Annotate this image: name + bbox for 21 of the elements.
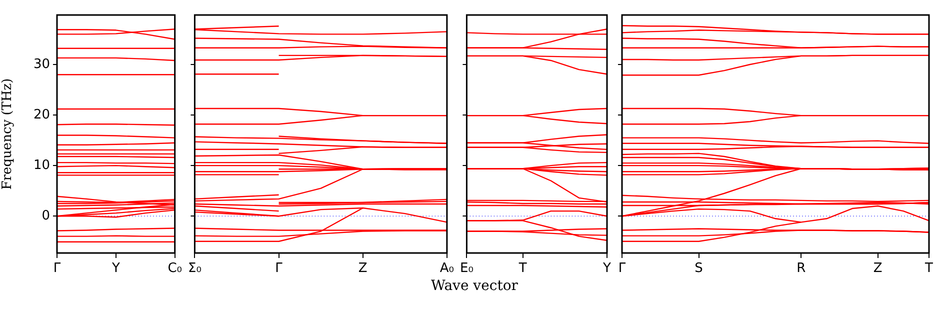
x-tick-label: Γ: [53, 261, 62, 276]
x-tick-label: T: [924, 261, 934, 276]
x-tick-label: Γ: [275, 261, 284, 276]
x-tick-label: Y: [110, 261, 120, 276]
x-tick-label: Σ₀: [188, 261, 202, 276]
x-tick-label: Y: [602, 261, 612, 276]
x-tick-label: A₀: [440, 261, 454, 276]
x-tick-label: Γ: [618, 261, 626, 276]
y-tick-label: 0: [42, 208, 50, 224]
y-tick-label: 30: [33, 56, 50, 72]
y-tick-label: 20: [33, 107, 50, 122]
x-tick-label: S: [694, 261, 703, 276]
x-tick-label: E₀: [460, 261, 474, 276]
x-tick-label: Z: [358, 261, 368, 276]
y-axis-title: Frequency (THz): [0, 78, 16, 190]
x-tick-label: R: [796, 261, 806, 276]
x-axis-title: Wave vector: [430, 278, 519, 294]
x-tick-label: C₀: [168, 261, 182, 276]
y-tick-label: 10: [33, 158, 50, 173]
x-tick-label: Z: [873, 261, 882, 276]
x-tick-label: T: [518, 261, 527, 276]
